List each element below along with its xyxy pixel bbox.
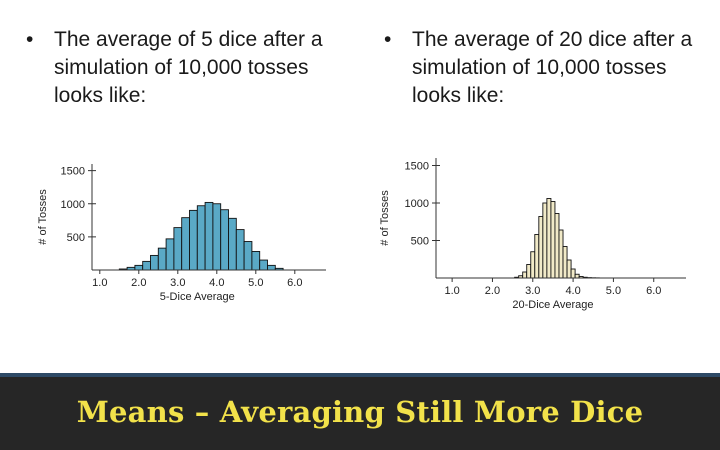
histogram-bar [157,247,167,271]
histogram-bar [526,264,532,279]
x-tick-label: 4.0 [565,285,580,297]
histogram-bar [173,227,183,271]
x-axis-label: 20-Dice Average [512,299,593,311]
bullet-item-5-dice: • The average of 5 dice after a simulati… [26,26,346,110]
histogram-bar [574,273,580,279]
histogram-bar [243,241,253,271]
x-tick-label: 6.0 [287,277,302,289]
histogram-bar [554,213,560,279]
footer-banner: Means – Averaging Still More Dice [0,373,720,450]
histogram-20-dice: 1.0 2.0 3.0 4.0 5.0 6.0 500 1000 1500 20-Dice Ave… [379,158,686,311]
x-tick-label: 2.0 [131,277,146,289]
x-tick-label: 3.0 [170,277,185,289]
histogram-bar [251,250,261,271]
x-tick-label: 4.0 [209,277,224,289]
x-tick-label: 2.0 [485,285,500,297]
histogram-bar [522,271,528,279]
histogram-bar [228,217,237,271]
histogram-bar [542,202,548,279]
y-axis-label: # of Tosses [379,190,391,246]
histogram-bar [550,201,556,279]
histogram-bar [142,260,151,271]
histogram-bar [530,251,536,279]
bullet-item-20-dice: • The average of 20 dice after a simulat… [384,26,704,110]
y-tick-label: 500 [67,232,85,244]
histogram-5-dice: 1.0 2.0 3.0 4.0 5.0 6.0 500 1000 1500 5-Dice Aver… [37,164,326,303]
histogram-bar [267,264,276,271]
y-tick-label: 500 [411,236,429,248]
y-tick-label: 1500 [405,161,429,173]
histogram-bar [165,238,175,271]
histogram-bar [570,268,576,279]
histogram-bar [189,209,198,271]
y-tick-label: 1500 [61,166,85,178]
bullet-marker: • [26,28,34,51]
histogram-bar [235,229,245,271]
x-axis-label: 5-Dice Average [160,291,235,303]
histogram-bar [181,217,190,271]
histogram-bar [220,209,229,271]
histogram-bar [534,234,540,279]
histogram-bar [150,254,159,271]
bullet-text: The average of 20 dice after a simulatio… [412,28,693,107]
histogram-bar [134,264,144,271]
histogram-bar [546,198,552,279]
histogram-bar [259,259,268,271]
histogram-bar [538,216,544,279]
bullet-marker: • [384,28,392,51]
histogram-bar [566,259,572,279]
x-tick-label: 6.0 [646,285,661,297]
y-tick-label: 1000 [61,199,85,211]
x-tick-label: 1.0 [444,285,459,297]
x-tick-label: 1.0 [92,277,107,289]
x-tick-label: 5.0 [606,285,621,297]
y-tick-label: 1000 [405,198,429,210]
y-axis-label: # of Tosses [37,189,49,245]
x-tick-label: 3.0 [525,285,540,297]
slide-title: Means – Averaging Still More Dice [76,395,644,429]
histogram-bar [212,203,222,271]
histogram-bar [558,229,564,279]
histogram-bar [562,246,568,279]
histogram-bar [196,205,206,271]
histogram-bar [204,201,214,271]
bullet-text: The average of 5 dice after a simulation… [54,28,323,107]
x-tick-label: 5.0 [248,277,263,289]
